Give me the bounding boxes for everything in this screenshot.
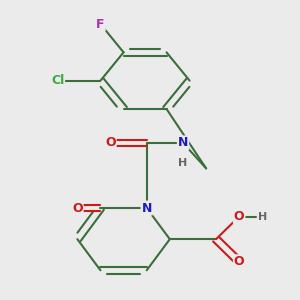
Text: H: H — [178, 158, 188, 168]
Text: O: O — [234, 210, 244, 223]
Text: N: N — [178, 136, 188, 149]
Text: F: F — [96, 17, 105, 31]
Text: H: H — [258, 212, 267, 221]
Text: O: O — [72, 202, 83, 214]
Text: N: N — [142, 202, 152, 214]
Text: Cl: Cl — [51, 74, 64, 87]
Text: O: O — [234, 255, 244, 268]
Text: O: O — [105, 136, 116, 149]
